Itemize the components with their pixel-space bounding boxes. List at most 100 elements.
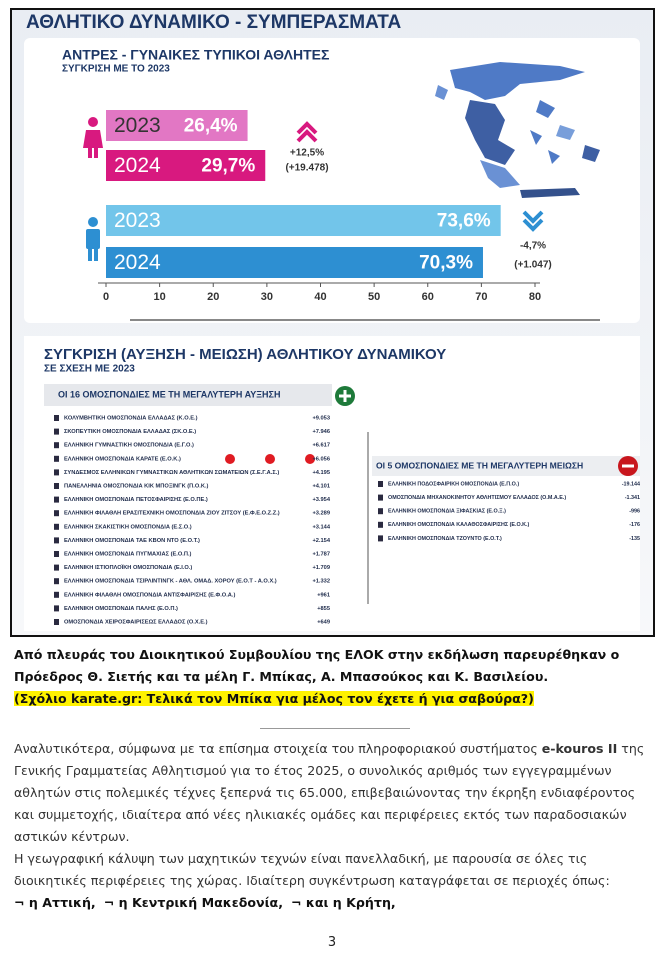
federation-change: +961	[317, 592, 330, 598]
federation-change: +7.946	[312, 429, 330, 435]
federation-name: ΕΛΛΗΝΙΚΗ ΦΙΛΑΘΛΗ ΕΡΑΣΙΤΕΧΝΙΚΗ ΟΜΟΣΠΟΝΔΙΑ…	[64, 511, 280, 517]
federation-change: -996	[629, 509, 640, 515]
region: ¬ η Αττική,	[14, 895, 96, 910]
federation-change: +9.053	[312, 416, 330, 422]
sport-icon	[378, 494, 383, 501]
federation-change: +855	[317, 606, 330, 612]
federation-name: ΚΟΛΥΜΒΗΤΙΚΗ ΟΜΟΣΠΟΝΔΙΑ ΕΛΛΑΔΑΣ (Κ.Ο.Ε.)	[64, 416, 198, 422]
sport-icon	[54, 591, 59, 598]
map	[435, 62, 600, 198]
federation-name: ΣΥΝΔΕΣΜΟΣ ΕΛΛΗΝΙΚΩΝ ΓΥΜΝΑΣΤΙΚΩΝ ΑΘΛΗΤΙΚΩ…	[64, 470, 279, 476]
male-icon	[86, 217, 100, 261]
federation-change: +4.195	[312, 470, 330, 476]
sport-icon	[54, 564, 59, 571]
x-tick-label: 0	[103, 291, 109, 303]
federation-name: ΕΛΛΗΝΙΚΗ ΟΜΟΣΠΟΝΔΙΑ ΤΖΟΥΝΤΟ (Ε.Ο.Τ.)	[388, 536, 502, 542]
page-number: 3	[327, 935, 337, 950]
header-box	[44, 384, 332, 406]
bar-category: 2024	[114, 251, 161, 274]
bold-text: e-kouros II	[541, 741, 618, 756]
federation-change: +6.617	[312, 443, 330, 449]
sport-icon	[54, 469, 59, 476]
federation-change: -1.341	[625, 495, 640, 501]
decrease-header: ΟΙ 5 ΟΜΟΣΠΟΝΔΙΕΣ ΜΕ ΤΗ ΜΕΓΑΛΥΤΕΡΗ ΜΕΙΩΣΗ	[376, 460, 583, 470]
bar-category: 2023	[114, 114, 161, 137]
female-icon	[83, 117, 103, 158]
sport-icon	[378, 535, 383, 542]
paragraph: Αναλυτικότερα, σύμφωνα με τα επίσημα στο…	[14, 738, 652, 848]
federation-name: ΕΛΛΗΝΙΚΗ ΟΜΟΣΠΟΝΔΙΑ ΤΑΕ ΚΒΟΝ ΝΤΟ (Ε.Ο.Τ.…	[64, 538, 200, 544]
bar-category: 2023	[114, 209, 161, 232]
bar	[106, 247, 483, 278]
federation-name: ΕΛΛΗΝΙΚΗ ΟΜΟΣΠΟΝΔΙΑ ΚΑΡΑΤΕ (Ε.Ο.Κ.)	[64, 456, 181, 462]
federation-name: ΕΛΛΗΝΙΚΗ ΟΜΟΣΠΟΝΔΙΑ ΚΑΛΑΘΟΣΦΑΙΡΙΣΗΣ (Ε.Ο…	[388, 522, 530, 528]
x-tick-label: 60	[422, 291, 434, 303]
federation-change: +649	[317, 620, 330, 626]
change-percent: +12,5%	[290, 148, 324, 159]
sport-icon	[54, 496, 59, 503]
bar	[106, 205, 501, 236]
bar-value-label: 26,4%	[184, 116, 238, 137]
federation-name: ΕΛΛΗΝΙΚΗ ΟΜΟΣΠΟΝΔΙΑ ΞΙΦΑΣΚΙΑΣ (Ε.Ο.Ξ.)	[388, 509, 506, 515]
federation-name: ΕΛΛΗΝΙΚΗ ΟΜΟΣΠΟΝΔΙΑ ΤΣΙΡΛΙΝΤΙΝΓΚ - ΑΘΛ. …	[64, 579, 277, 585]
plus-icon	[339, 390, 351, 402]
bar	[106, 110, 248, 141]
section-subtitle: ΣΕ ΣΧΕΣΗ ΜΕ 2023	[44, 364, 135, 375]
sport-icon	[54, 428, 59, 435]
sport-icon	[54, 605, 59, 612]
bar-value-label: 73,6%	[437, 211, 491, 232]
sport-icon	[54, 483, 59, 489]
federation-name: ΟΜΟΣΠΟΝΔΙΑ ΜΗΧΑΝΟΚΙΝΗΤΟΥ ΑΘΛΗΤΙΣΜΟΥ ΕΛΛΑ…	[388, 495, 566, 501]
federation-name: ΕΛΛΗΝΙΚΗ ΓΥΜΝΑΣΤΙΚΗ ΟΜΟΣΠΟΝΔΙΑ (Ε.Γ.Ο.)	[64, 443, 194, 449]
change-percent: -4,7%	[520, 241, 546, 252]
sport-icon	[378, 508, 383, 515]
federation-change: +3.144	[312, 524, 330, 530]
federation-name: ΕΛΛΗΝΙΚΗ ΠΟΔΟΣΦΑΙΡΙΚΗ ΟΜΟΣΠΟΝΔΙΑ (Ε.Π.Ο.…	[388, 481, 519, 487]
federation-change: +1.332	[312, 579, 330, 585]
federation-change: -135	[629, 536, 640, 542]
federation-name: ΕΛΛΗΝΙΚΗ ΟΜΟΣΠΟΝΔΙΑ ΠΕΤΟΣΦΑΙΡΙΣΗΣ (Ε.Ο.Π…	[64, 497, 208, 503]
change-count: (+19.478)	[285, 163, 328, 174]
x-tick-label: 30	[261, 291, 273, 303]
federation-change: +1.709	[312, 565, 330, 571]
federation-name: ΟΜΟΣΠΟΝΔΙΑ ΧΕΙΡΟΣΦΑΙΡΙΣΕΩΣ ΕΛΛΑΔΟΣ (Ο.Χ.…	[64, 620, 208, 626]
federation-change: +4.101	[312, 484, 330, 490]
caption-text: Από πλευράς του Διοικητικού Συμβουλίου τ…	[14, 647, 620, 684]
sport-icon	[54, 551, 59, 557]
federation-change: +1.787	[312, 552, 330, 558]
caption: Από πλευράς του Διοικητικού Συμβουλίου τ…	[14, 644, 654, 710]
federation-name: ΕΛΛΗΝΙΚΗ ΦΙΛΑΘΛΗ ΟΜΟΣΠΟΝΔΙΑ ΑΝΤΙΣΦΑΙΡΙΣΗ…	[64, 592, 235, 598]
sport-icon	[54, 455, 59, 462]
section-title: ΣΥΓΚΡΙΣΗ (ΑΥΞΗΣΗ - ΜΕΙΩΣΗ) ΑΘΛΗΤΙΚΟΥ ΔΥΝ…	[44, 346, 446, 363]
bar-value-label: 29,7%	[201, 156, 255, 177]
sport-icon	[54, 537, 59, 544]
header-box	[372, 456, 640, 476]
separator	[260, 728, 410, 729]
federation-name: ΠΑΝΕΛΛΗΝΙΑ ΟΜΟΣΠΟΝΔΙΑ ΚΙΚ ΜΠΟΞΙΝΓΚ (Π.Ο.…	[64, 484, 209, 490]
infographic: ΑΘΛΗΤΙΚΟ ΔΥΝΑΜΙΚΟ - ΣΥΜΠΕΡΑΣΜΑΤΑ ΑΝΤΡΕΣ …	[10, 8, 655, 637]
x-tick-label: 80	[529, 291, 541, 303]
sport-icon	[54, 510, 59, 517]
sport-icon	[54, 442, 59, 449]
federation-change: +3.289	[312, 511, 330, 517]
sport-icon	[54, 619, 59, 625]
federation-name: ΕΛΛΗΝΙΚΗ ΟΜΟΣΠΟΝΔΙΑ ΠΥΓΜΑΧΙΑΣ (Ε.Ο.Π.)	[64, 552, 192, 558]
federation-change: +2.154	[312, 538, 330, 544]
chart-title: ΑΝΤΡΕΣ - ΓΥΝΑΙΚΕΣ ΤΥΠΙΚΟΙ ΑΘΛΗΤΕΣ	[62, 47, 329, 63]
bar-category: 2024	[114, 154, 161, 177]
down-arrow	[522, 210, 544, 232]
increase-header: ΟΙ 16 ΟΜΟΣΠΟΝΔΙΕΣ ΜΕ ΤΗ ΜΕΓΑΛΥΤΕΡΗ ΑΥΞΗΣ…	[58, 389, 280, 399]
sport-icon	[54, 578, 59, 585]
paragraph: Η γεωγραφική κάλυψη των μαχητικών τεχνών…	[14, 851, 610, 888]
body-text: Αναλυτικότερα, σύμφωνα με τα επίσημα στο…	[14, 738, 652, 914]
region: ¬ και η Κρήτη,	[290, 895, 396, 910]
sport-icon	[54, 523, 59, 530]
text: της Γενικής Γραμματείας Αθλητισμού για τ…	[14, 741, 645, 844]
caption-comment: (Σχόλιο karate.gr: Τελικά τον Μπίκα για …	[14, 691, 534, 706]
federation-change: +3.954	[312, 497, 330, 503]
x-tick-label: 70	[475, 291, 487, 303]
federation-name: ΕΛΛΗΝΙΚΗ ΟΜΟΣΠΟΝΔΙΑ ΠΑΛΗΣ (Ε.Ο.Π.)	[64, 606, 178, 612]
sport-icon	[54, 415, 59, 421]
bar	[106, 150, 266, 181]
